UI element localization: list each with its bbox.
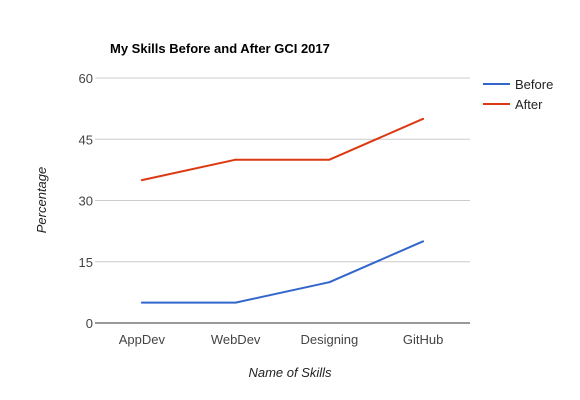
legend: Before After [483,77,553,112]
y-tick-labels: 0 15 30 45 60 [79,71,93,331]
x-tick-label: WebDev [211,332,261,347]
data-point-before [328,281,331,284]
x-axis-title: Name of Skills [248,365,332,380]
series-line-after [141,117,424,182]
data-point-after [328,158,331,161]
y-tick-label: 30 [79,194,93,209]
chart-title: My Skills Before and After GCI 2017 [110,41,330,56]
data-point-before [422,240,425,243]
legend-label-after: After [515,97,543,112]
gridlines [95,77,470,263]
series-line-before [141,240,424,304]
y-tick-label: 15 [79,255,93,270]
data-point-after [422,117,425,120]
x-tick-label: Designing [300,332,358,347]
x-tick-label: AppDev [119,332,166,347]
y-axis-title: Percentage [34,167,49,234]
series-lines [140,117,425,304]
x-tick-labels: AppDev WebDev Designing GitHub [119,332,444,347]
y-tick-label: 60 [79,71,93,86]
data-point-after [140,179,143,182]
y-tick-label: 45 [79,132,93,147]
y-tick-label: 0 [86,316,93,331]
data-point-before [234,301,237,304]
data-point-before [140,301,143,304]
x-tick-label: GitHub [403,332,443,347]
legend-label-before: Before [515,77,553,92]
data-point-after [234,158,237,161]
